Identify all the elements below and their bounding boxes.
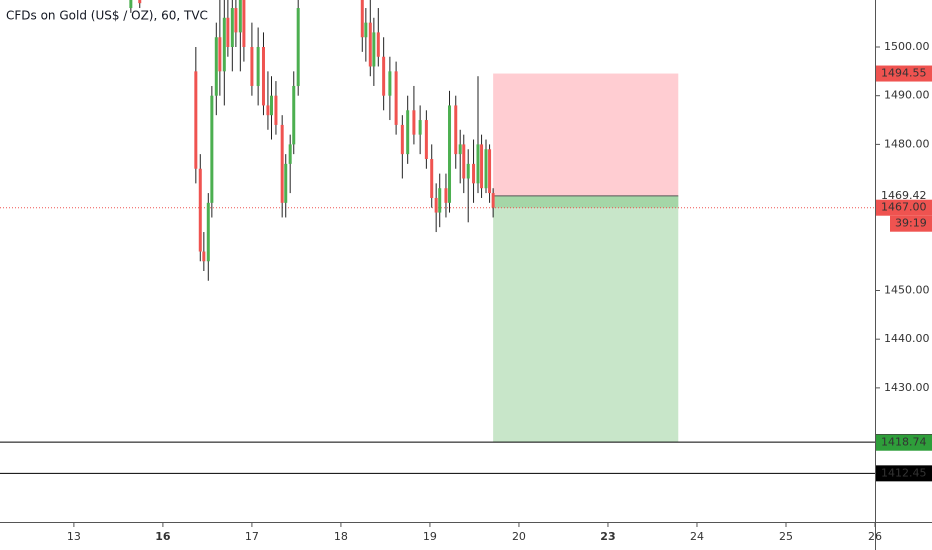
candle-body [394,71,398,125]
candle-body [206,202,210,262]
y-tick-label: 1450.00 [884,283,930,296]
y-tick-label: 1500.00 [884,40,930,53]
x-tick-label: 18 [334,530,348,543]
candle-body [230,8,234,47]
price-label: 1494.55 [881,67,927,80]
candle-body [256,46,260,86]
price-label-box [876,434,932,451]
candle-body [288,144,292,164]
y-tick-label: 1480.00 [884,137,930,150]
candle-body [484,149,488,189]
candle-body [214,37,218,96]
axes: 1500.00 1490.00 1480.00 1450.00 1440.00 1430.… [67,40,932,543]
candle-body [376,32,380,57]
candle-body [360,0,364,38]
candle-body [234,8,238,33]
y-tick-label: 1440.00 [884,332,930,345]
candle-body [454,105,458,155]
countdown: 39:19 [895,217,927,230]
price-label: 1469.42 [881,189,927,202]
candle-body [412,110,416,135]
candle-body [406,110,410,155]
candle-body [210,95,214,203]
price-label: 1467.00 [881,201,927,214]
candle-body [488,149,492,194]
candle-body [280,124,284,203]
entry-band [493,195,679,208]
candle-body [458,144,462,155]
candle-body [388,71,392,96]
chart-title: CFDs on Gold (US$ / OZ), 60, TVC [6,9,208,23]
candle-body [418,120,422,135]
y-tick-label: 1490.00 [884,89,930,102]
x-tick-label: 13 [67,530,81,543]
x-tick-label: 19 [423,530,437,543]
candle-body [368,22,372,67]
price-label-box [876,465,932,482]
x-tick-label: 16 [155,530,171,543]
candle-body [218,37,222,72]
candle-body [138,0,142,4]
candle-body [266,105,270,116]
candle-body [430,159,434,198]
candle-body [296,8,300,86]
x-tick-label: 24 [690,530,704,543]
candle-body [242,0,246,47]
y-tick-label: 1430.00 [884,381,930,394]
price-label-box [876,65,932,82]
target-zone [493,195,679,443]
candle-body [400,124,404,155]
candle-body [269,95,273,116]
candle-body [491,193,495,208]
candle-body [198,168,202,252]
candle-body [448,105,452,203]
candle-body [462,144,466,179]
price-label-box [876,199,932,216]
x-tick-label: 20 [512,530,526,543]
candle-body [274,95,278,125]
x-tick-label: 25 [779,530,793,543]
candle-body [476,144,480,184]
x-tick-label: 17 [245,530,259,543]
countdown-box [890,215,932,232]
candle-body [424,120,428,160]
candle-body [364,22,368,38]
candle-body [284,163,288,203]
x-tick-label: 23 [600,530,615,543]
candle-body [466,163,470,179]
candle-body [261,46,265,106]
candle-body [202,251,206,262]
candle-body [480,144,484,189]
candle-body [372,32,376,67]
price-label: 1412.45 [881,466,927,479]
candle-body [438,188,442,213]
candle-body [250,46,254,86]
candle-body [129,0,133,9]
candle-body [194,71,198,169]
plot-area [0,0,875,474]
candle-body [222,17,226,72]
candle-body [472,163,476,184]
candle-body [444,188,448,203]
price-label: 1418.74 [881,436,927,449]
candle-body [238,0,242,33]
candle-body [226,17,230,47]
candle-body [292,85,296,145]
stop-zone [493,73,679,196]
candle-body [382,56,386,96]
candle-body [434,197,438,213]
